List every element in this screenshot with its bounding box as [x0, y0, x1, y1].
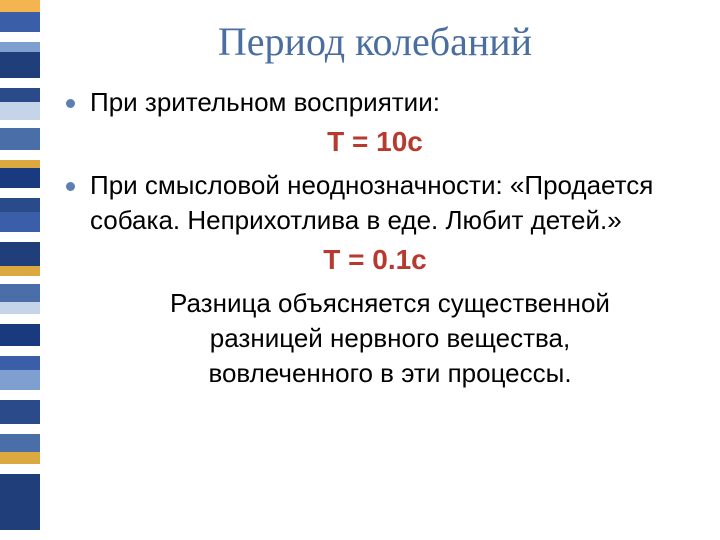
decorative-sidebar — [0, 0, 40, 540]
slide-content: Период колебаний При зрительном восприят… — [50, 0, 710, 540]
formula-2: Т = 0.1с — [60, 244, 690, 276]
bullet-list-2: При смысловой неоднозначности: «Продаетс… — [60, 168, 690, 238]
explanation-text: Разница объясняется существенной разнице… — [60, 286, 690, 391]
bullet-item-2: При смысловой неоднозначности: «Продаетс… — [60, 168, 690, 238]
formula-1: Т = 10с — [60, 126, 690, 158]
bullet-item-1: При зрительном восприятии: — [60, 85, 690, 120]
bullet-list: При зрительном восприятии: — [60, 85, 690, 120]
slide-title: Период колебаний — [60, 18, 690, 65]
